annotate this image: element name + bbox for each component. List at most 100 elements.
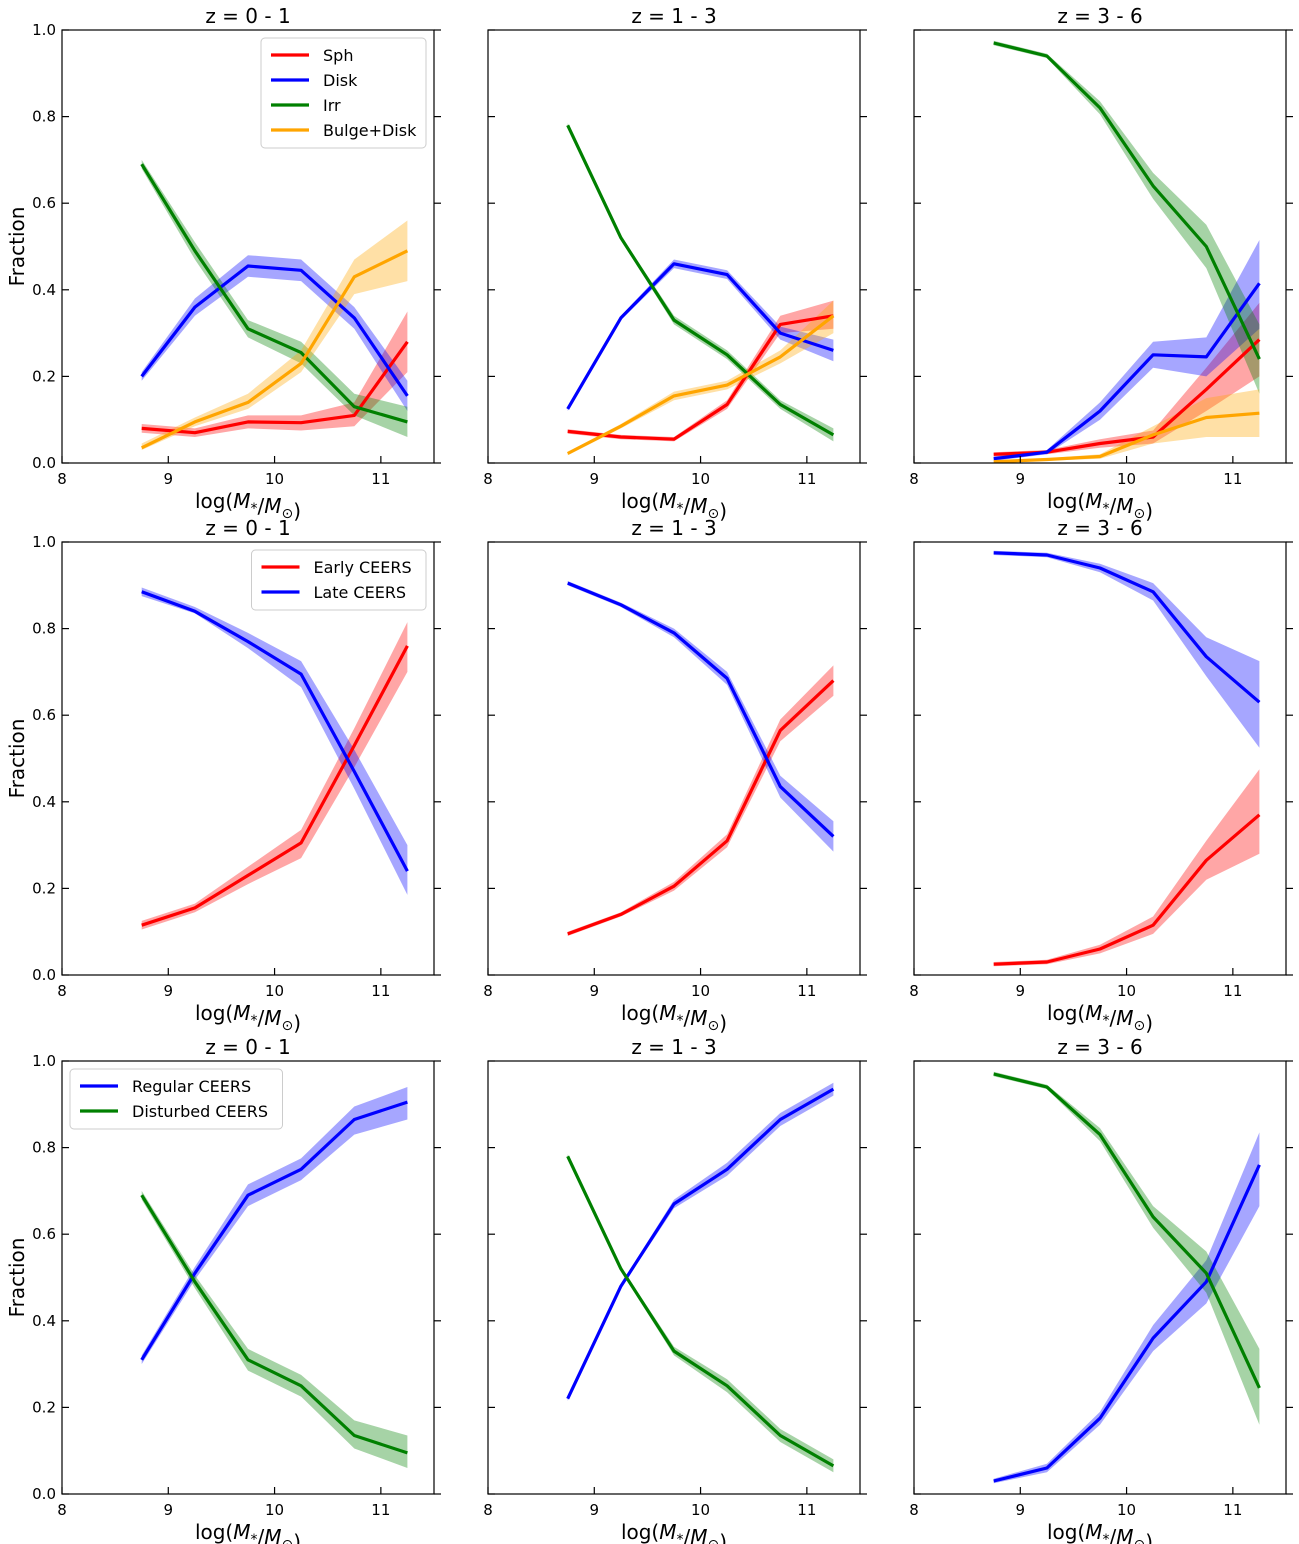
y-tick-label: 0.6 — [32, 706, 56, 724]
y-axis-label: Fraction — [5, 719, 29, 799]
panel-r2c0: 8 9 10 11 0.0 0.2 0.4 0.6 0.8 1.0 z = 0 - 1 log(M*/… — [5, 1035, 441, 1544]
x-tick-label: 9 — [164, 470, 174, 488]
x-tick-label: 11 — [1223, 982, 1242, 1000]
series-line-sph — [141, 340, 409, 435]
legend-entry: Early CEERS — [314, 558, 412, 577]
y-axis-label: Fraction — [5, 1238, 29, 1318]
panel-title: z = 0 - 1 — [205, 516, 290, 540]
x-tick-label: 8 — [909, 470, 919, 488]
panel-title: z = 0 - 1 — [205, 4, 290, 28]
y-tick-label: 0.2 — [32, 367, 56, 385]
panel-r2c1: 8 9 10 11 z = 1 - 3 log(M*/M⊙) — [483, 1035, 867, 1544]
x-tick-label: 11 — [371, 982, 390, 1000]
legend-entry: Sph — [323, 46, 353, 65]
x-tick-label: 10 — [1117, 1501, 1136, 1519]
series-line-sph — [567, 314, 834, 441]
series-line-early-ceers — [567, 679, 835, 936]
confidence-band-disk — [993, 240, 1260, 461]
x-tick-label: 10 — [691, 982, 710, 1000]
y-axis-label: Fraction — [5, 207, 29, 287]
x-axis-label: log(M*/M⊙) — [195, 1001, 301, 1035]
legend-box — [69, 1068, 283, 1130]
x-tick-label: 8 — [57, 470, 67, 488]
series-line-late-ceers — [993, 551, 1261, 704]
x-tick-label: 9 — [1016, 982, 1026, 1000]
series-line-early-ceers — [141, 645, 409, 927]
panel-title: z = 1 - 3 — [631, 1035, 716, 1059]
series-line-bulge-disk — [566, 314, 835, 455]
x-axis-label: log(M*/M⊙) — [621, 1001, 727, 1035]
x-tick-label: 10 — [1117, 470, 1136, 488]
x-tick-label: 10 — [265, 982, 284, 1000]
legend-entry: Disturbed CEERS — [132, 1102, 268, 1121]
x-axis-label: log(M*/M⊙) — [621, 489, 727, 523]
x-tick-label: 9 — [164, 1501, 174, 1519]
series-line-irr — [566, 124, 835, 437]
x-axis-label: log(M*/M⊙) — [195, 1520, 301, 1544]
x-axis-label: log(M*/M⊙) — [1047, 1520, 1153, 1544]
y-tick-label: 0.0 — [32, 454, 56, 472]
panel-r1c2: 8 9 10 11 z = 3 - 6 log(M*/M⊙) — [909, 516, 1293, 1035]
confidence-band-bulge-disk — [141, 220, 408, 450]
legend-entry: Disk — [323, 71, 358, 90]
confidence-band-disturbed-ceers — [141, 1190, 408, 1468]
series-line-late-ceers — [141, 590, 409, 872]
axes-frame — [61, 29, 435, 464]
confidence-band-sph — [993, 302, 1260, 457]
x-tick-label: 10 — [1117, 982, 1136, 1000]
x-tick-label: 8 — [57, 1501, 67, 1519]
x-tick-label: 8 — [909, 1501, 919, 1519]
x-tick-label: 9 — [1016, 1501, 1026, 1519]
legend-entry: Regular CEERS — [132, 1077, 251, 1096]
confidence-band-bulge-disk — [993, 389, 1260, 463]
series-line-disk — [566, 262, 834, 410]
x-tick-label: 11 — [1223, 470, 1242, 488]
x-tick-label: 10 — [265, 1501, 284, 1519]
x-tick-label: 9 — [590, 982, 600, 1000]
legend-entry: Late CEERS — [314, 583, 407, 602]
confidence-band-disk — [567, 259, 834, 411]
axes-frame — [487, 29, 861, 464]
legend: Sph Disk Irr Bulge+Disk — [260, 37, 427, 149]
panel-title: z = 1 - 3 — [631, 4, 716, 28]
x-tick-label: 11 — [797, 982, 816, 1000]
y-tick-label: 1.0 — [32, 21, 56, 39]
panel-r1c1: 8 9 10 11 z = 1 - 3 log(M*/M⊙) — [483, 516, 867, 1035]
series-line-irr — [140, 163, 408, 424]
confidence-band-irr — [141, 159, 408, 437]
panel-r0c1: 8 9 10 11 z = 1 - 3 log(M*/M⊙) — [483, 4, 867, 523]
panel-title: z = 1 - 3 — [631, 516, 716, 540]
x-tick-label: 8 — [483, 470, 493, 488]
x-tick-label: 8 — [909, 982, 919, 1000]
series-line-disk — [140, 264, 409, 397]
axes-frame — [487, 1060, 861, 1495]
axes-frame — [913, 541, 1287, 976]
confidence-band-regular-ceers — [141, 1087, 408, 1365]
legend: Regular CEERS Disturbed CEERS — [69, 1068, 283, 1130]
series-line-irr — [993, 41, 1261, 360]
confidence-band-disk — [141, 255, 408, 411]
legend: Early CEERS Late CEERS — [251, 549, 427, 611]
axes-frame — [61, 541, 435, 976]
confidence-band-late-ceers — [993, 550, 1260, 748]
legend-box — [251, 549, 427, 611]
panel-r2c2: 8 9 10 11 z = 3 - 6 log(M*/M⊙) — [909, 1035, 1293, 1544]
x-tick-label: 11 — [1223, 1501, 1242, 1519]
panel-title: z = 3 - 6 — [1057, 1035, 1142, 1059]
panel-title: z = 3 - 6 — [1057, 4, 1142, 28]
x-tick-label: 8 — [57, 982, 67, 1000]
confidence-band-bulge-disk — [567, 300, 834, 456]
confidence-band-early-ceers — [141, 622, 408, 930]
confidence-band-sph — [567, 300, 834, 442]
legend-entry: Irr — [323, 96, 341, 115]
x-tick-label: 11 — [797, 470, 816, 488]
series-line-regular-ceers — [566, 1087, 835, 1400]
series-line-disturbed-ceers — [566, 1155, 835, 1468]
series-line-regular-ceers — [993, 1164, 1261, 1483]
series-line-disk — [993, 282, 1261, 461]
x-tick-label: 10 — [691, 1501, 710, 1519]
confidence-band-late-ceers — [141, 587, 408, 895]
x-tick-label: 9 — [164, 982, 174, 1000]
panel-r0c2: 8 9 10 11 z = 3 - 6 log(M*/M⊙) — [909, 4, 1293, 523]
